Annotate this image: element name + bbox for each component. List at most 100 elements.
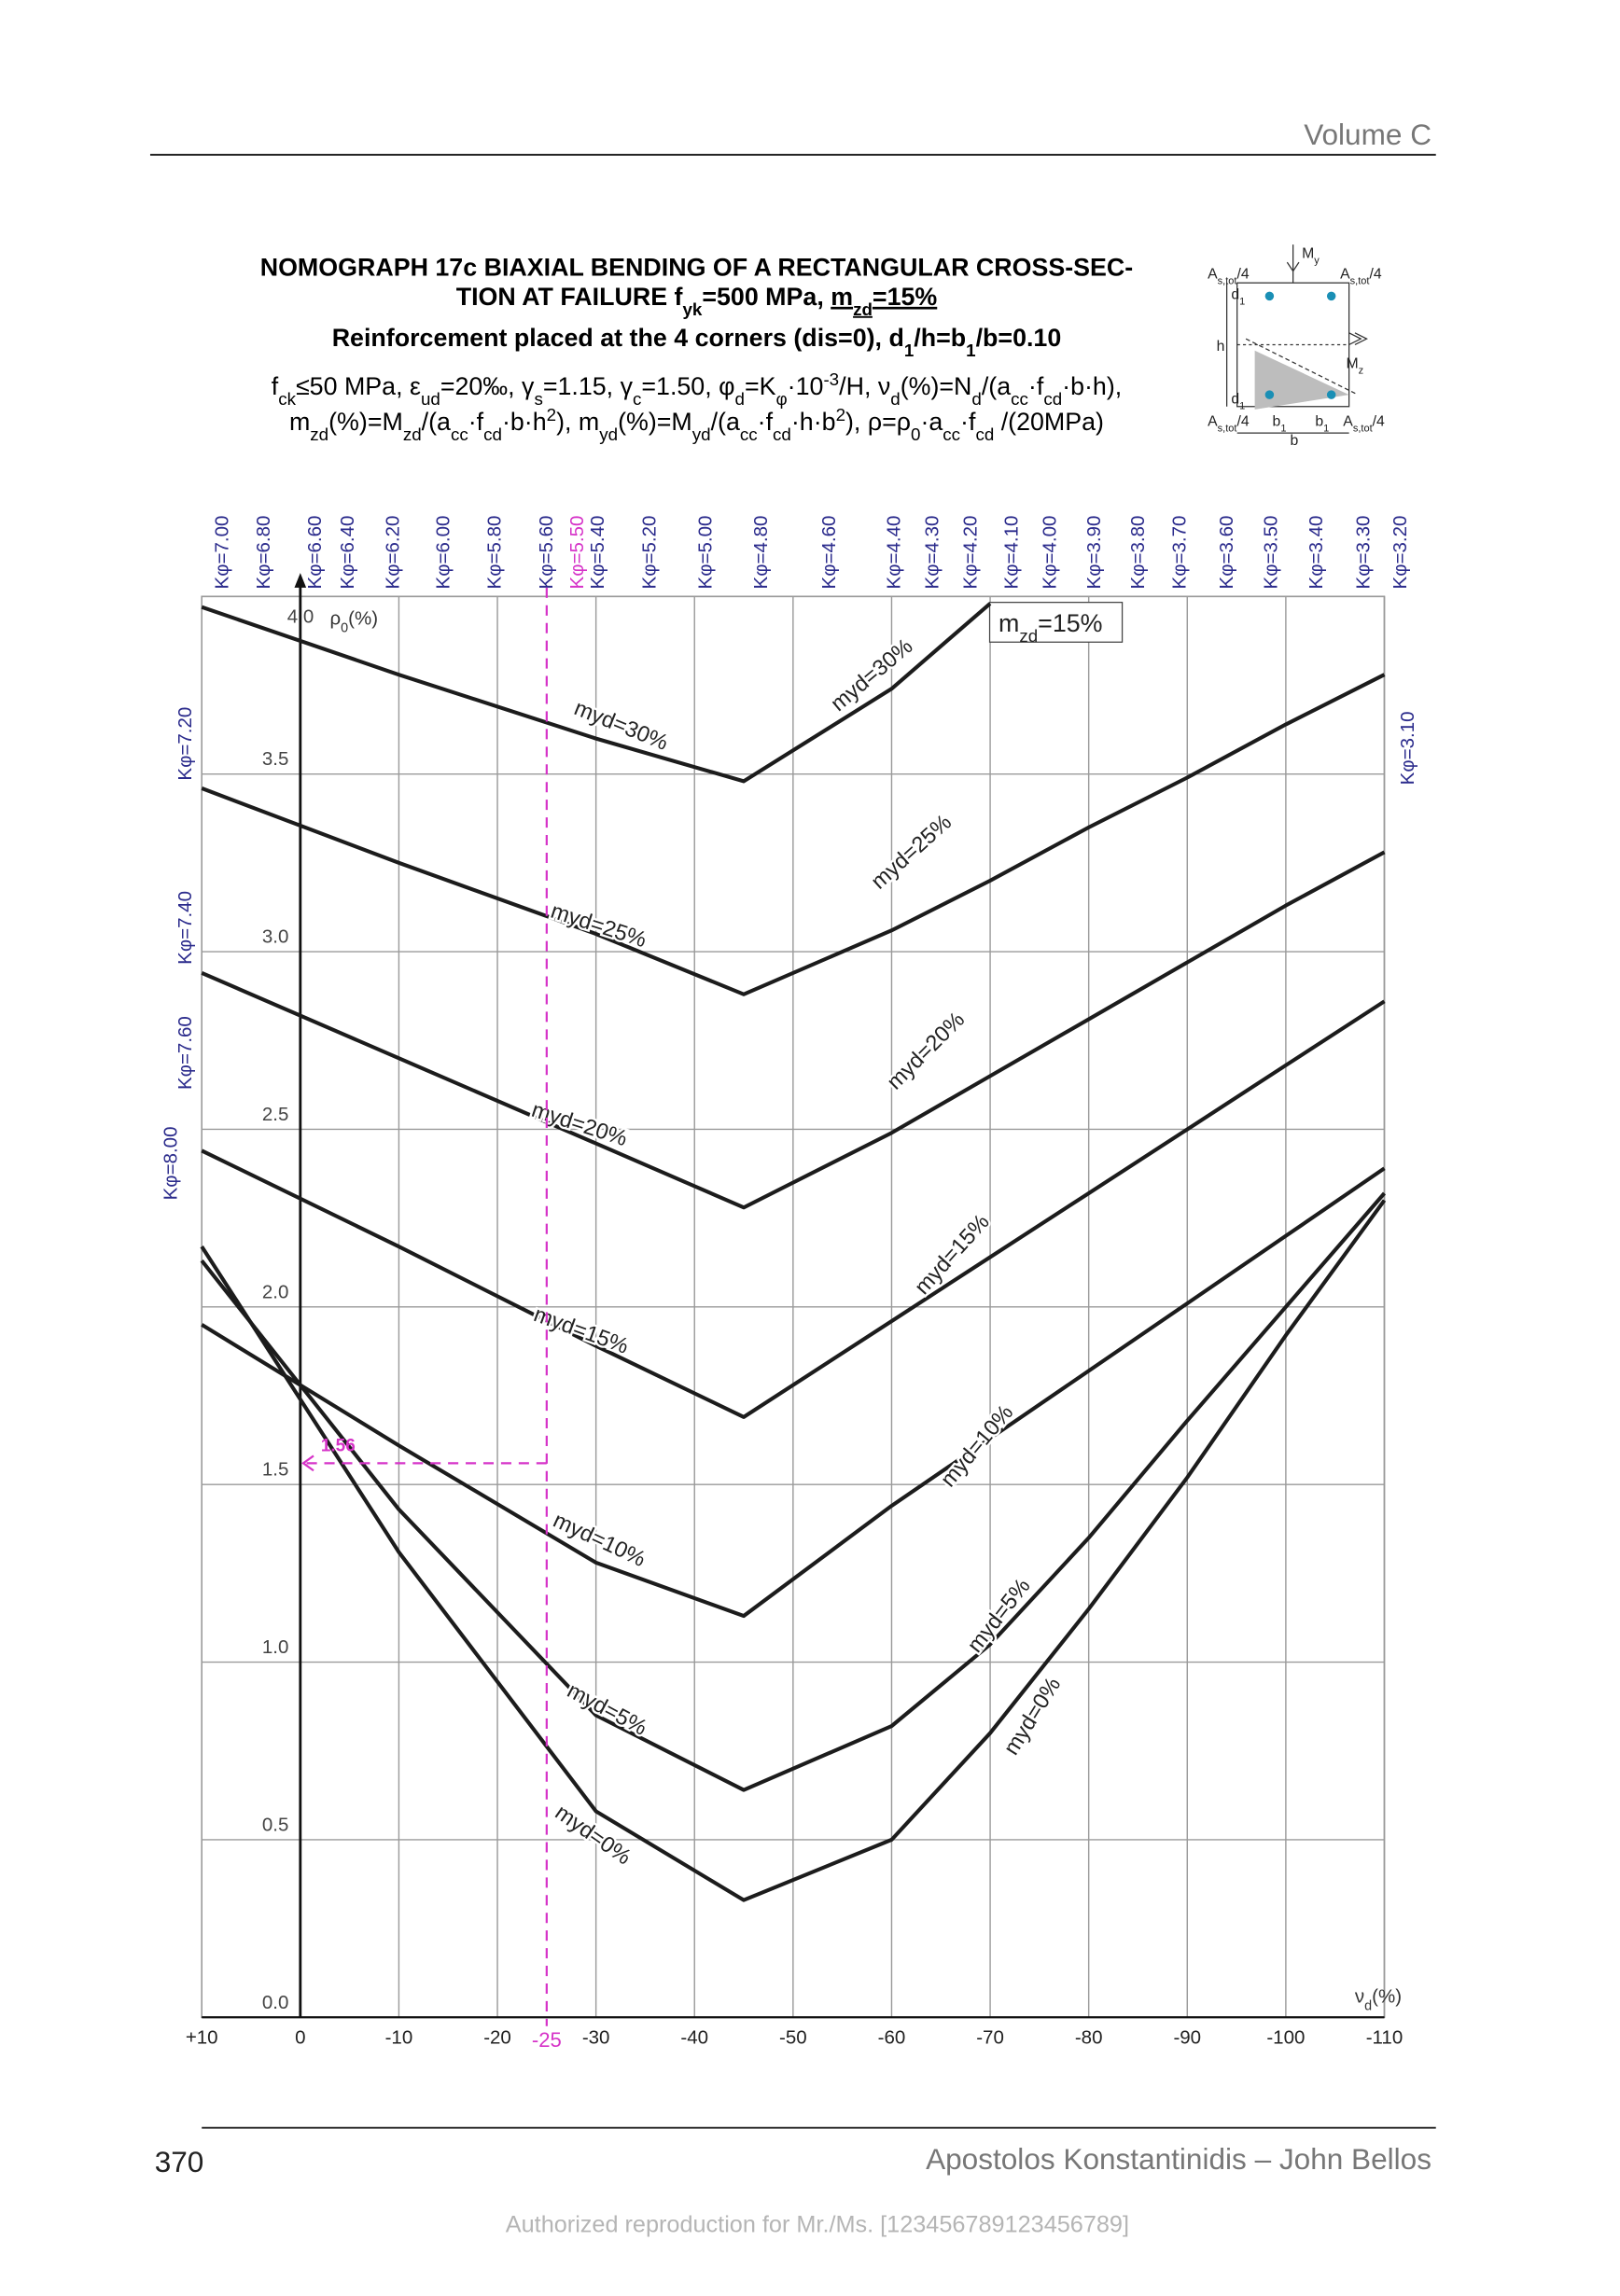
x-tick-label: -50 <box>779 2027 807 2049</box>
x-tick-label: -100 <box>1266 2027 1305 2049</box>
kphi-label: Kφ=7.40 <box>175 891 196 965</box>
text-piece: =15% <box>873 283 937 311</box>
kphi-label: Kφ=7.60 <box>175 1016 196 1090</box>
example-y-label: 1.56 <box>321 1437 356 1456</box>
text-piece: (%)=M <box>618 408 692 436</box>
kphi-label: Kφ=3.10 <box>1397 711 1418 785</box>
x-tick-label: -110 <box>1366 2027 1404 2049</box>
y-tick-label: 1.0 <box>262 1636 289 1658</box>
text-piece: s <box>534 389 542 409</box>
text-piece: 1 <box>1323 423 1329 434</box>
curve <box>200 1191 1387 1792</box>
page-number: 370 <box>155 2145 204 2178</box>
neutral-axis <box>1245 338 1359 396</box>
text-piece: s,tot <box>1350 275 1370 286</box>
kphi-label: Kφ=6.80 <box>253 516 274 590</box>
text-piece: M <box>1346 356 1358 372</box>
kphi-label: Kφ=3.50 <box>1260 516 1281 590</box>
text-piece: cd <box>773 424 791 444</box>
text-piece: /4 <box>1370 266 1382 282</box>
nomograph: +10 0 -10 -20 -30 -40 -50 -60 -70 -80 -90 -100 -110 0… <box>160 516 1418 2053</box>
kphi-label: Kφ=6.20 <box>383 516 404 590</box>
text-piece: 1 <box>1280 423 1286 434</box>
y-tick-label: 1.5 <box>262 1459 289 1481</box>
text-piece: ≤50 MPa, ε <box>296 372 421 400</box>
y-tick-label: 0.5 <box>262 1814 289 1835</box>
text-piece: 1 <box>1239 401 1245 412</box>
volume: Volume C <box>1304 118 1431 151</box>
rebar <box>1264 390 1275 399</box>
diagram-label: Mz <box>1346 356 1363 377</box>
kphi-label: Kφ=8.00 <box>160 1127 181 1201</box>
text-piece: =1.50, φ <box>641 372 734 400</box>
kphi-label: Kφ=4.60 <box>818 516 840 590</box>
kphi-label: Kφ=3.80 <box>1127 516 1149 590</box>
axis-arrow <box>294 573 307 588</box>
text-piece: φ <box>776 389 788 409</box>
text-piece: ·b·h <box>502 408 547 436</box>
text-piece: ·f <box>1028 372 1044 400</box>
curve <box>201 1166 1386 1619</box>
diagram-label: As,tot/4 <box>1343 413 1385 434</box>
text-piece: cc <box>740 424 758 444</box>
text-piece: zd <box>853 299 873 318</box>
x-tick-label: -20 <box>483 2027 511 2049</box>
text-piece: /(a <box>982 372 1011 400</box>
text-piece: (%) <box>348 607 378 629</box>
text-piece: ·f <box>758 408 774 436</box>
text-piece: ρ <box>330 607 342 629</box>
text-piece: ·b·h), <box>1062 372 1122 400</box>
kphi-label: Kφ=3.90 <box>1083 516 1105 590</box>
text-piece: d <box>735 389 745 409</box>
kphi-label: Kφ=3.60 <box>1216 516 1237 590</box>
text-piece: (%)=N <box>901 372 972 400</box>
text-piece: ), m <box>556 408 599 436</box>
text-piece: 1 <box>1239 297 1245 308</box>
x-axis-label: νd(%) <box>1355 1986 1402 2014</box>
text-piece: cc <box>1011 389 1028 409</box>
text-piece: b <box>1290 433 1298 449</box>
text-piece: TION AT FAILURE f <box>456 283 683 311</box>
kphi-label: Kφ=5.40 <box>587 516 608 590</box>
text-piece: cd <box>975 424 994 444</box>
arrow-head <box>1348 332 1362 346</box>
text-piece: c <box>633 389 641 409</box>
text-piece: ·f <box>468 408 484 436</box>
text-piece: =1.15, γ <box>543 372 634 400</box>
x-tick-label: -90 <box>1173 2027 1201 2049</box>
text-piece: /4 <box>1373 413 1385 429</box>
text-piece: yk <box>682 299 702 318</box>
kphi-label: Kφ=3.30 <box>1353 516 1375 590</box>
arrow-head <box>1286 261 1300 272</box>
text-piece: NOMOGRAPH 17c BIAXIAL BENDING OF A RECTA… <box>260 253 1134 281</box>
curve <box>200 1199 1387 1902</box>
text-piece: /(20MPa) <box>994 408 1104 436</box>
text-piece: 2 <box>836 405 845 424</box>
curve <box>201 602 992 784</box>
text-piece: ν <box>1355 1986 1364 2008</box>
text-piece: A <box>1340 266 1350 282</box>
text-piece: /(a <box>422 408 451 436</box>
formula-line: mzd(%)=Mzd/(acc·fcd·b·h2), myd(%)=Myd/(a… <box>289 405 1104 444</box>
kphi-label: Kφ=5.60 <box>536 516 557 590</box>
text-piece: 0 <box>911 424 920 444</box>
text-piece: /4 <box>1236 266 1249 282</box>
diagram-label: d1 <box>1231 287 1245 308</box>
text-piece: ·10 <box>788 372 824 400</box>
diagram-label: As,tot/4 <box>1208 266 1250 286</box>
text-piece: /b=0.10 <box>976 324 1062 352</box>
x-tick-label: +10 <box>186 2027 218 2049</box>
kphi-label: Kφ=5.80 <box>484 516 506 590</box>
text-piece: A <box>1343 413 1353 429</box>
diagram-label: My <box>1302 245 1320 266</box>
text-piece: d <box>1231 287 1239 303</box>
x-tick-label: -60 <box>878 2027 906 2049</box>
kphi-label: Kφ=6.40 <box>337 516 358 590</box>
text-piece: m <box>999 609 1019 637</box>
y-tick-label: 0.0 <box>262 1992 289 2013</box>
diagram-label: As,tot/4 <box>1208 413 1250 434</box>
text-piece: b <box>1315 413 1323 429</box>
kphi-label: Kφ=3.40 <box>1306 516 1327 590</box>
text-piece: 0 <box>341 620 348 635</box>
